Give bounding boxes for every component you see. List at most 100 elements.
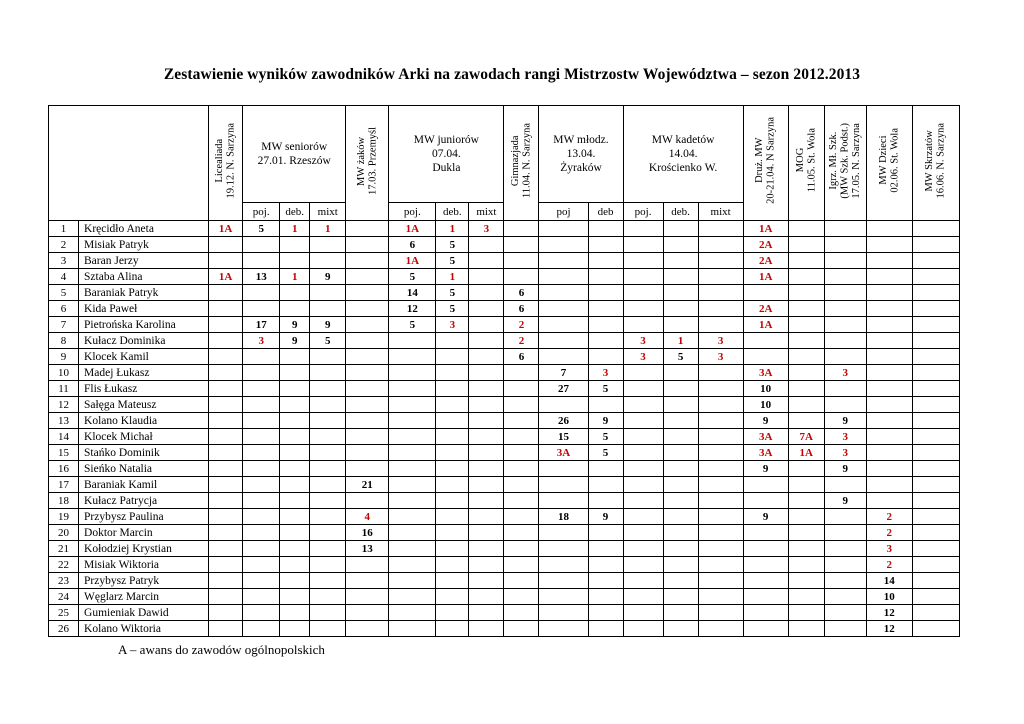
result-cell (911, 348, 961, 365)
result-cell (662, 300, 699, 317)
result-cell: 9 (587, 412, 624, 429)
table-row: 11 Flis Łukasz 27 5 10 (47, 380, 961, 397)
result-cell (388, 540, 437, 557)
result-cell (242, 412, 281, 429)
result-cell (787, 508, 825, 525)
result-cell (388, 428, 437, 445)
result-cell (468, 332, 505, 349)
result-cell (787, 524, 825, 541)
row-number: 10 (47, 364, 80, 381)
result-cell (787, 572, 825, 589)
row-number: 12 (47, 396, 80, 413)
row-number: 7 (47, 316, 80, 333)
result-cell (911, 268, 961, 285)
result-cell (587, 588, 624, 605)
result-cell (742, 476, 789, 493)
result-cell (345, 252, 390, 269)
result-cell (309, 380, 347, 397)
result-cell (865, 396, 913, 413)
result-cell (742, 620, 789, 637)
result-cell (662, 396, 699, 413)
column-header: MW Dzieci 02.06. St. Wola (865, 105, 913, 221)
result-cell (279, 364, 311, 381)
result-cell (468, 556, 505, 573)
result-cell (865, 460, 913, 477)
table-row: 4 Sztaba Alina 1A 13 1 9 5 1 1A (47, 268, 961, 285)
result-cell (587, 604, 624, 621)
result-cell (435, 620, 470, 637)
result-cell (865, 380, 913, 397)
column-group-header: MW seniorów 27.01. Rzeszów (242, 105, 347, 203)
result-cell (345, 220, 390, 237)
result-cell (622, 428, 664, 445)
result-cell: 9 (742, 508, 789, 525)
result-cell (468, 540, 505, 557)
result-cell (388, 492, 437, 509)
table-row: 21 Kołodziej Krystian 13 3 (47, 540, 961, 557)
result-cell (345, 444, 390, 461)
vertical-header-label: Druż. MW 20-21.04. N Sarzyna (754, 117, 777, 204)
result-cell (208, 284, 244, 301)
result-cell (279, 572, 311, 589)
table-row: 13 Kolano Klaudia 26 9 9 9 (47, 412, 961, 429)
result-cell (662, 236, 699, 253)
table-row: 26 Kolano Wiktoria 12 (47, 620, 961, 637)
player-name: Kułacz Patrycja (78, 492, 210, 509)
result-cell (787, 300, 825, 317)
column-header: MW Skrzatów 16.06. N. Sarzyna (911, 105, 961, 221)
result-cell (911, 444, 961, 461)
row-number: 9 (47, 348, 80, 365)
result-cell (787, 476, 825, 493)
result-cell (697, 316, 744, 333)
result-cell (309, 508, 347, 525)
result-cell (345, 556, 390, 573)
result-cell (823, 220, 867, 237)
table-row: 20 Doktor Marcin 16 2 (47, 524, 961, 541)
result-cell (309, 300, 347, 317)
result-cell (208, 236, 244, 253)
sub-column-header: deb. (662, 202, 699, 221)
result-cell: 5 (309, 332, 347, 349)
result-cell (242, 284, 281, 301)
result-cell (468, 476, 505, 493)
row-number: 8 (47, 332, 80, 349)
result-cell (538, 316, 589, 333)
result-cell (697, 364, 744, 381)
result-cell (468, 444, 505, 461)
result-cell (538, 476, 589, 493)
player-name: Baran Jerzy (78, 252, 210, 269)
table-row: 14 Klocek Michał 15 5 3A 7A 3 (47, 428, 961, 445)
result-cell (697, 620, 744, 637)
result-cell (787, 364, 825, 381)
result-cell: 12 (865, 620, 913, 637)
sub-column-header: poj. (388, 202, 437, 221)
result-cell (911, 380, 961, 397)
result-cell (503, 476, 540, 493)
result-cell (309, 540, 347, 557)
result-cell (242, 348, 281, 365)
result-cell (279, 524, 311, 541)
result-cell (622, 412, 664, 429)
result-cell (742, 572, 789, 589)
result-cell (697, 236, 744, 253)
result-cell: 2A (742, 252, 789, 269)
result-cell (662, 252, 699, 269)
result-cell (911, 556, 961, 573)
result-cell (662, 508, 699, 525)
table-row: 6 Kida Paweł 12 5 6 2A (47, 300, 961, 317)
result-cell (622, 444, 664, 461)
result-cell (587, 460, 624, 477)
table-row: 8 Kułacz Dominika 3 9 5 2 3 1 3 (47, 332, 961, 349)
result-cell: 6 (503, 348, 540, 365)
result-cell (242, 524, 281, 541)
player-name: Węglarz Marcin (78, 588, 210, 605)
table-row: 18 Kułacz Patrycja 9 (47, 492, 961, 509)
result-cell (911, 508, 961, 525)
result-cell (823, 236, 867, 253)
result-cell (435, 444, 470, 461)
result-cell (911, 220, 961, 237)
result-cell: 2 (865, 524, 913, 541)
row-number: 5 (47, 284, 80, 301)
result-cell: 1A (742, 220, 789, 237)
result-cell (279, 396, 311, 413)
